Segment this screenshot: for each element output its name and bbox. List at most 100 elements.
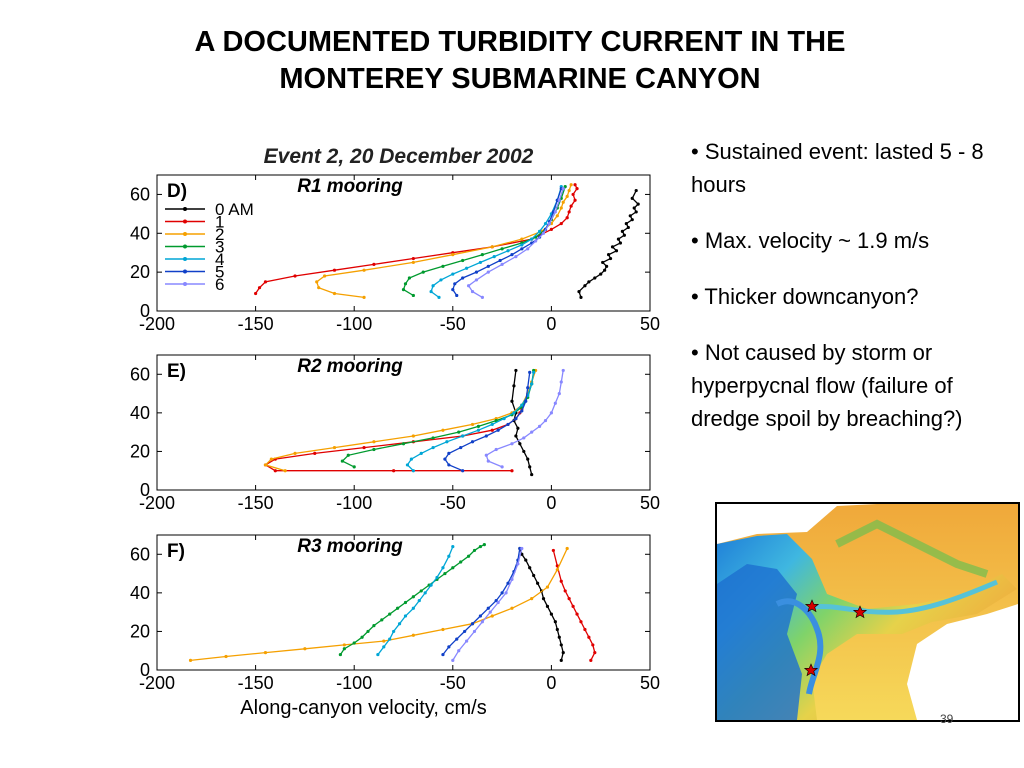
x-tick-label: -100 <box>336 493 372 513</box>
data-point <box>382 639 386 643</box>
legend-marker <box>183 232 187 236</box>
data-point <box>441 566 445 570</box>
data-point <box>455 637 459 641</box>
data-point <box>555 568 559 572</box>
data-point <box>441 627 445 632</box>
data-point <box>555 214 559 218</box>
data-point <box>465 639 469 643</box>
series-line <box>452 188 562 296</box>
data-point <box>423 591 427 595</box>
data-point <box>559 643 563 647</box>
data-point <box>561 200 565 204</box>
data-point <box>313 451 317 455</box>
data-point <box>528 370 532 374</box>
data-point <box>583 284 587 288</box>
data-point <box>409 457 413 461</box>
data-point <box>636 202 640 206</box>
data-point <box>605 264 609 268</box>
data-point <box>461 469 465 473</box>
data-point <box>516 426 520 430</box>
data-point <box>573 198 577 202</box>
data-point <box>293 274 297 278</box>
data-point <box>480 253 484 257</box>
data-point <box>634 188 638 193</box>
data-point <box>561 368 565 373</box>
data-point <box>557 198 561 202</box>
data-point <box>518 442 522 446</box>
data-point <box>293 451 297 455</box>
data-point <box>632 206 636 210</box>
plot-frame <box>156 174 651 312</box>
data-point <box>411 260 415 265</box>
data-point <box>567 210 571 214</box>
data-point <box>317 286 321 290</box>
data-point <box>401 442 406 446</box>
y-tick-label: 60 <box>130 544 150 564</box>
data-point <box>532 370 536 374</box>
y-tick-label: 20 <box>130 441 150 461</box>
data-point <box>323 274 327 278</box>
data-point <box>366 629 370 634</box>
data-point <box>417 598 421 603</box>
data-point <box>555 627 559 632</box>
data-point <box>360 635 364 639</box>
data-point <box>593 276 597 280</box>
y-tick-label: 0 <box>140 301 150 321</box>
data-point <box>486 459 490 463</box>
data-point <box>283 469 287 473</box>
data-point <box>528 465 532 469</box>
data-point <box>520 409 524 413</box>
data-point <box>526 386 530 390</box>
data-point <box>411 595 415 599</box>
data-point <box>579 295 583 299</box>
data-point <box>457 649 461 653</box>
panel-label: F) <box>167 541 185 562</box>
data-point <box>534 239 538 243</box>
data-point <box>451 272 455 276</box>
data-point <box>553 210 557 214</box>
series-line <box>485 370 564 468</box>
data-point <box>451 658 455 662</box>
data-point <box>616 237 621 241</box>
chart-panel: Event 2, 20 December 2002 D) R1 mooring -20… <box>130 145 660 334</box>
y-tick-label: 20 <box>130 621 150 641</box>
data-point <box>593 651 597 655</box>
x-tick-label: -50 <box>440 673 466 693</box>
data-point <box>569 204 573 208</box>
data-point <box>470 440 475 444</box>
data-point <box>459 445 463 450</box>
data-point <box>463 629 467 634</box>
data-point <box>474 278 479 282</box>
data-point <box>263 651 268 655</box>
data-point <box>346 453 350 457</box>
data-point <box>490 428 494 432</box>
data-point <box>382 645 386 649</box>
data-point <box>603 268 607 272</box>
data-point <box>559 380 563 384</box>
x-tick-label: -100 <box>336 673 372 693</box>
data-point <box>541 597 546 601</box>
data-point <box>401 288 406 292</box>
data-point <box>563 589 567 593</box>
data-point <box>480 295 484 299</box>
data-point <box>494 598 498 603</box>
data-point <box>510 399 514 403</box>
data-point <box>628 214 632 218</box>
data-point <box>547 221 552 226</box>
data-point <box>494 447 498 452</box>
bullet-item: • Max. velocity ~ 1.9 m/s <box>691 228 930 253</box>
data-point <box>551 548 555 553</box>
data-point <box>492 255 496 259</box>
data-point <box>429 289 433 294</box>
data-point <box>338 652 342 657</box>
data-point <box>472 548 477 553</box>
bullet-item: • Sustained event: lasted 5 - 8 hours <box>691 139 984 197</box>
title-line-2: MONTEREY SUBMARINE CANYON <box>279 63 761 95</box>
data-point <box>380 618 384 622</box>
data-point <box>549 411 554 415</box>
legend-label: 6 <box>215 275 224 294</box>
x-tick-label: -200 <box>139 314 175 334</box>
legend-marker <box>183 244 187 249</box>
data-point <box>543 221 548 226</box>
data-point <box>437 295 441 299</box>
